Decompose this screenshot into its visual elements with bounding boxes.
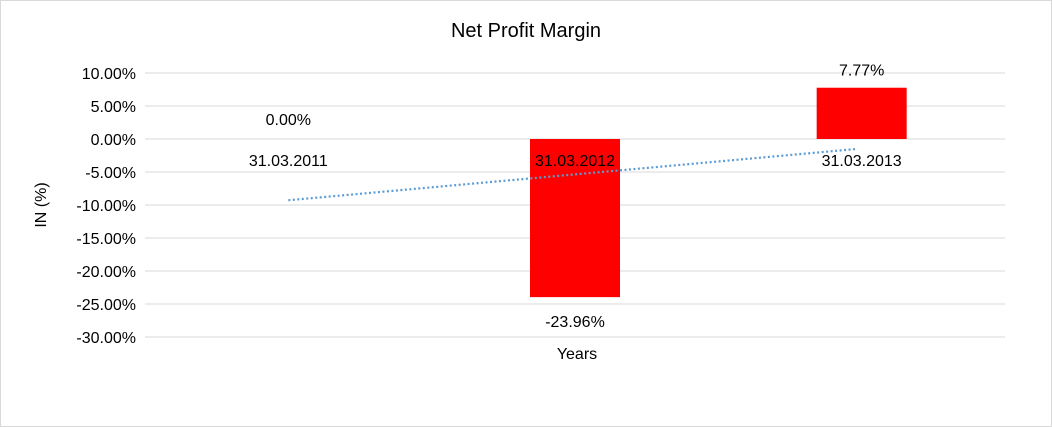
bar: [816, 87, 907, 139]
chart-title: Net Profit Margin: [451, 20, 601, 42]
y-axis-label: IN (%): [33, 182, 50, 227]
y-tick-label: -30.00%: [76, 330, 136, 347]
data-label: -23.96%: [545, 314, 605, 331]
bar: [530, 139, 620, 298]
y-tick-label: 10.00%: [82, 66, 136, 83]
data-label: 0.00%: [266, 112, 311, 129]
trendline: [288, 147, 857, 202]
y-tick-label: -5.00%: [85, 165, 136, 182]
y-tick-label: -20.00%: [76, 264, 136, 281]
data-label: 7.77%: [839, 63, 884, 80]
y-tick-label: -15.00%: [76, 231, 136, 248]
x-tick-label: 31.03.2012: [535, 153, 615, 170]
y-tick-label: -10.00%: [76, 198, 136, 215]
x-tick-label: 31.03.2013: [822, 153, 902, 170]
x-tick-label: 31.03.2011: [249, 153, 328, 170]
x-axis-label: Years: [557, 346, 597, 363]
y-tick-label: 0.00%: [91, 132, 136, 149]
y-tick-label: 5.00%: [91, 99, 136, 116]
y-tick-label: -25.00%: [76, 297, 136, 314]
